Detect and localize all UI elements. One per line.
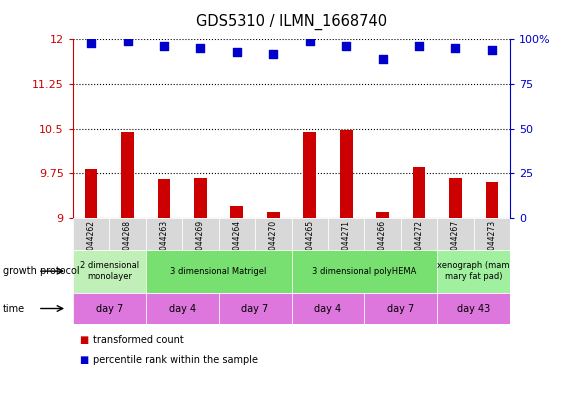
Text: GSM1044270: GSM1044270 [269,220,278,271]
Bar [157,179,170,218]
Bar [73,250,146,293]
Text: GSM1044271: GSM1044271 [342,220,350,271]
Point [159,43,168,50]
Bar [437,293,510,324]
Bar [340,130,353,218]
Bar [73,218,110,250]
Text: xenograph (mam
mary fat pad): xenograph (mam mary fat pad) [437,261,510,281]
Bar [146,250,292,293]
Point [269,50,278,57]
Bar [328,218,364,250]
Text: GSM1044272: GSM1044272 [415,220,423,271]
Text: GSM1044262: GSM1044262 [87,220,96,271]
Bar [449,178,462,218]
Point [487,47,497,53]
Text: day 7: day 7 [387,303,415,314]
Text: 2 dimensional
monolayer: 2 dimensional monolayer [80,261,139,281]
Text: percentile rank within the sample: percentile rank within the sample [93,354,258,365]
Text: day 4: day 4 [168,303,196,314]
Bar [110,218,146,250]
Text: time: time [3,303,25,314]
Text: growth protocol: growth protocol [3,266,79,276]
Bar [401,218,437,250]
Bar [146,218,182,250]
Bar [219,218,255,250]
Text: GSM1044269: GSM1044269 [196,220,205,271]
Bar [486,182,498,218]
Text: ■: ■ [79,354,88,365]
Bar [364,218,401,250]
Text: GSM1044267: GSM1044267 [451,220,460,271]
Bar [473,218,510,250]
Bar [376,212,389,218]
Text: GSM1044264: GSM1044264 [233,220,241,271]
Point [196,45,205,51]
Point [415,43,424,50]
Bar [121,132,134,218]
Text: day 4: day 4 [314,303,342,314]
Bar [230,206,243,218]
Text: day 7: day 7 [241,303,269,314]
Bar [194,178,207,218]
Point [86,40,96,46]
Text: day 43: day 43 [457,303,490,314]
Text: GSM1044263: GSM1044263 [160,220,168,271]
Text: transformed count: transformed count [93,335,184,345]
Bar [437,218,473,250]
Point [378,56,387,62]
Bar [267,212,280,218]
Point [123,38,132,44]
Bar [182,218,219,250]
Text: GSM1044265: GSM1044265 [305,220,314,271]
Text: GSM1044266: GSM1044266 [378,220,387,271]
Bar [85,169,97,218]
Text: day 7: day 7 [96,303,123,314]
Point [232,49,241,55]
Text: 3 dimensional Matrigel: 3 dimensional Matrigel [170,267,267,275]
Bar [292,293,364,324]
Text: GDS5310 / ILMN_1668740: GDS5310 / ILMN_1668740 [196,14,387,30]
Bar [437,250,510,293]
Point [342,43,351,50]
Bar [146,293,219,324]
Text: GSM1044268: GSM1044268 [123,220,132,271]
Point [451,45,460,51]
Bar [303,132,316,218]
Text: 3 dimensional polyHEMA: 3 dimensional polyHEMA [312,267,417,275]
Bar [413,167,426,218]
Text: ■: ■ [79,335,88,345]
Bar [255,218,292,250]
Bar [219,293,292,324]
Point [305,38,314,44]
Bar [292,250,437,293]
Text: GSM1044273: GSM1044273 [487,220,496,271]
Bar [73,293,146,324]
Bar [364,293,437,324]
Bar [292,218,328,250]
